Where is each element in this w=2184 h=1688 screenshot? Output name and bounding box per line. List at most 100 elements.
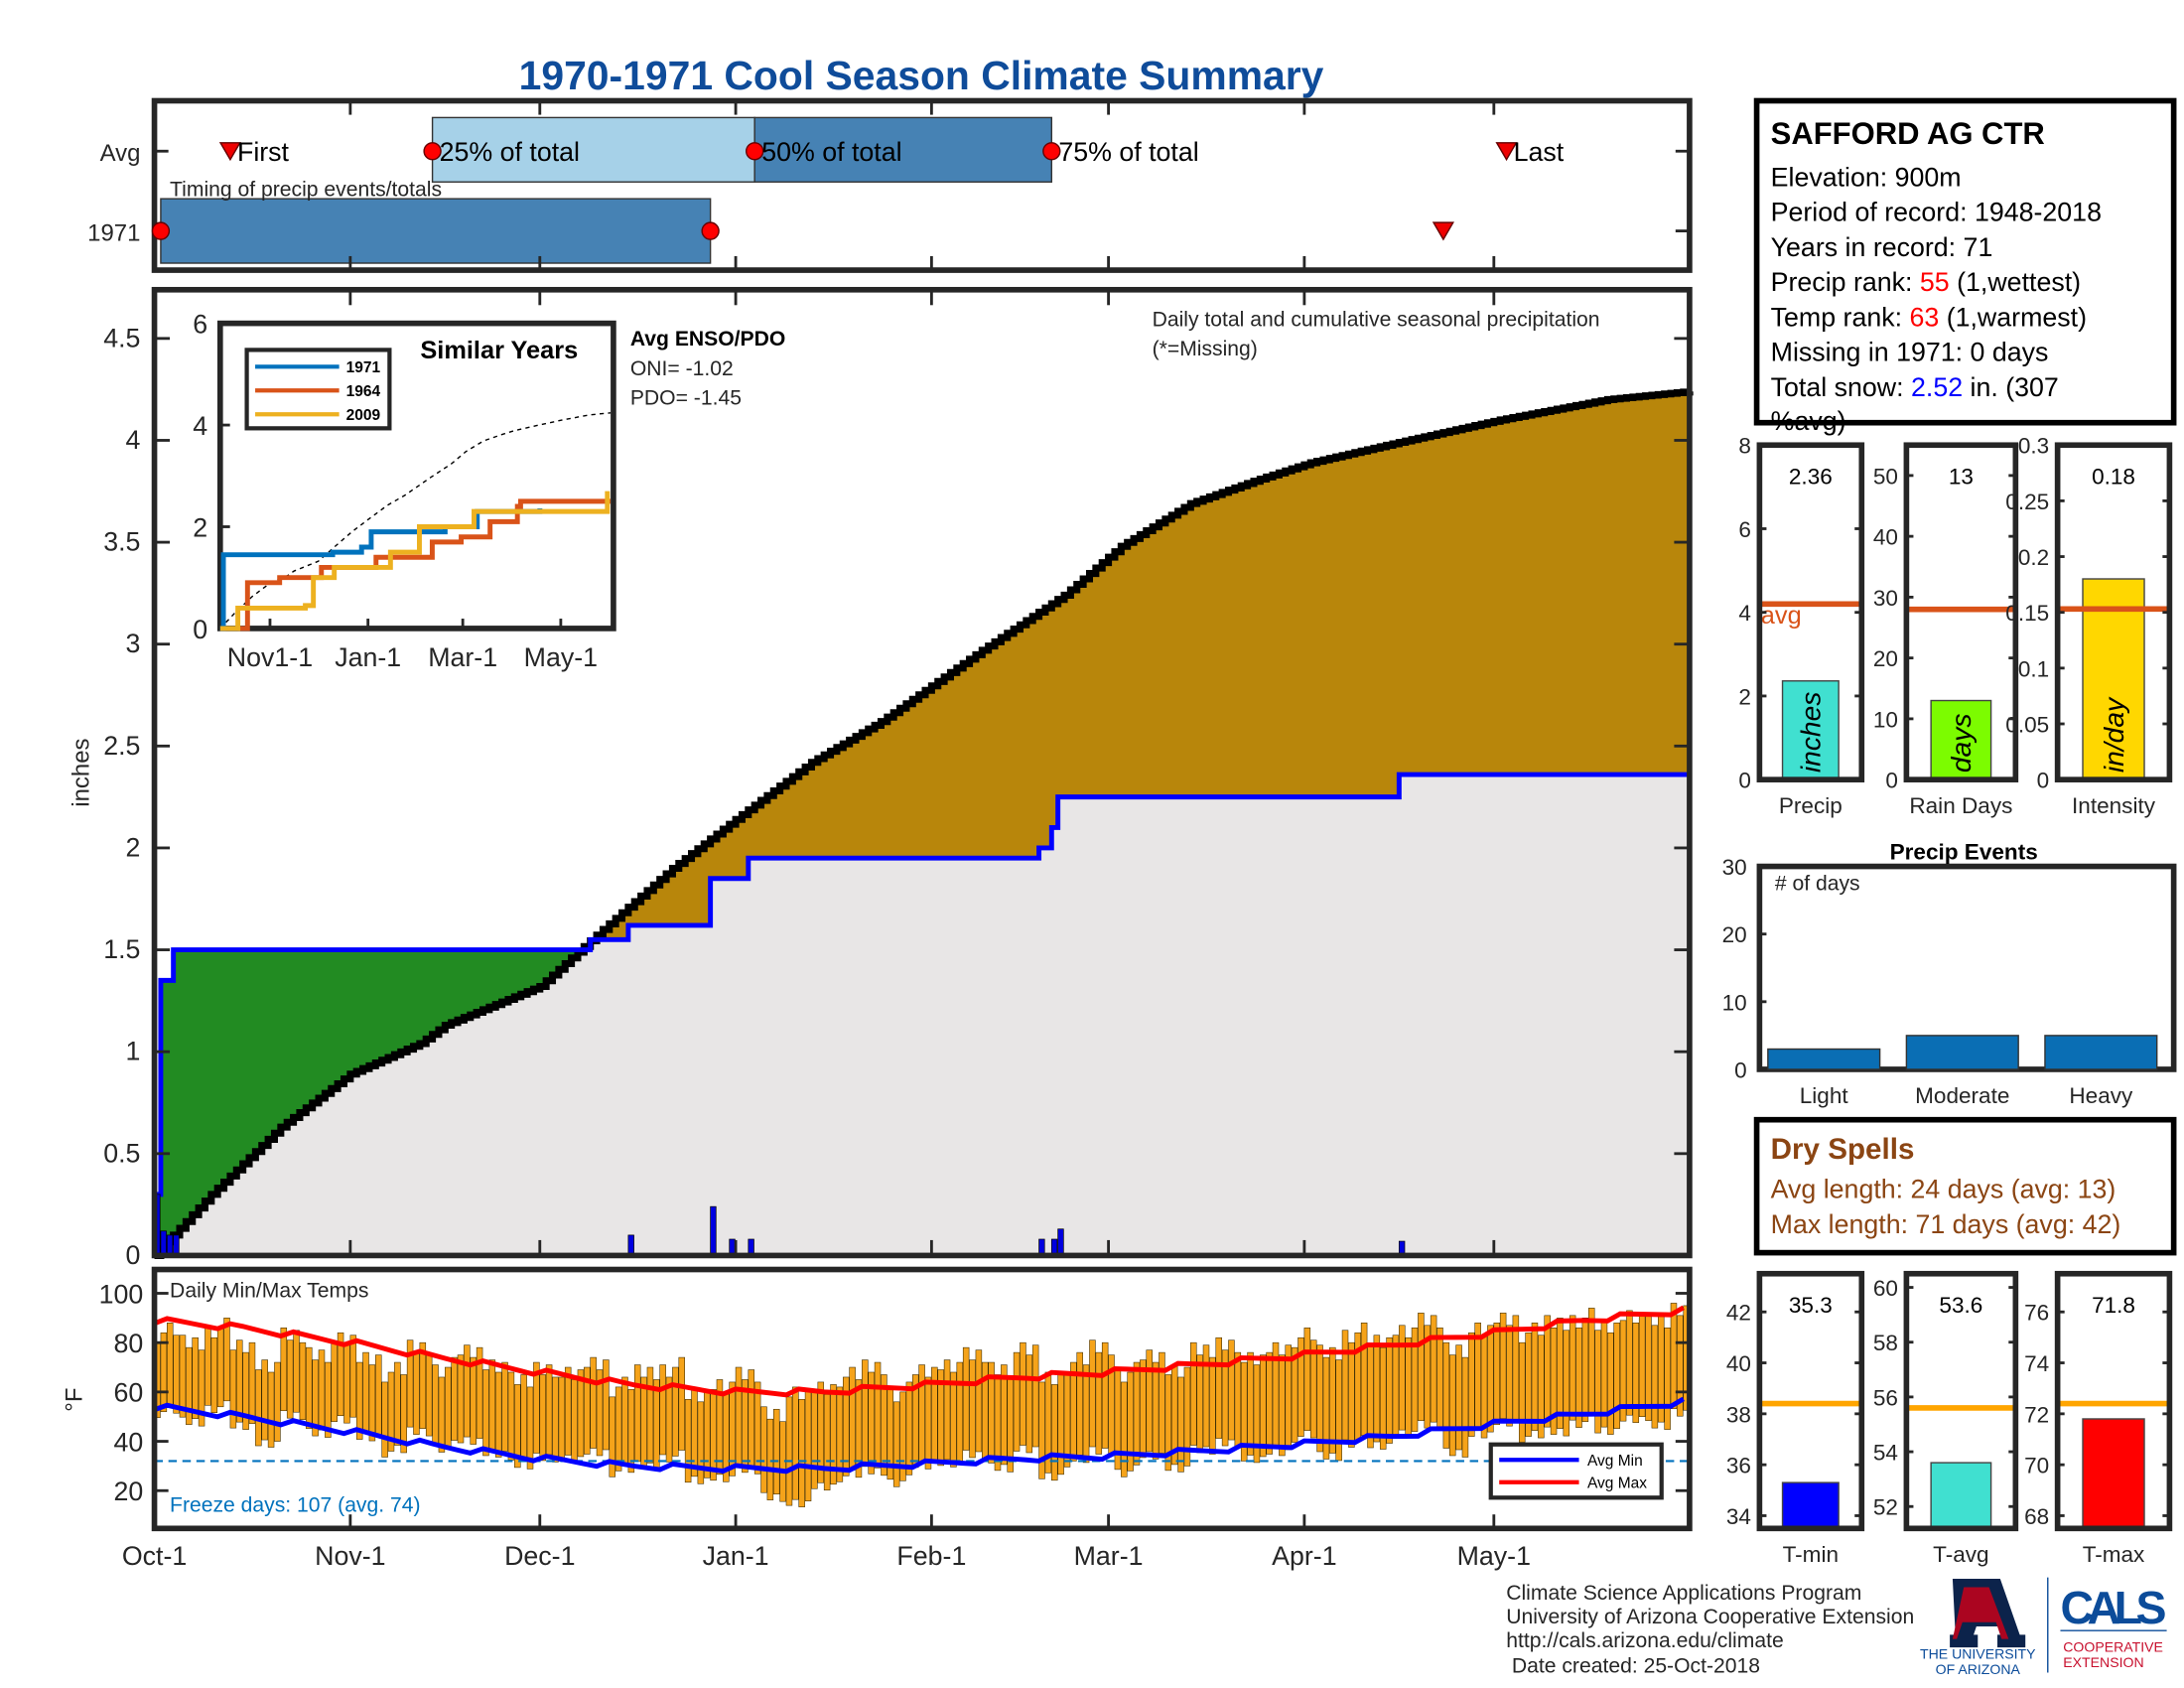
daily-temp-bar: [1303, 1327, 1311, 1431]
daily-temp-bar: [1677, 1315, 1684, 1417]
t-avg-bar: [1930, 1462, 1992, 1530]
temp-plot-frame: [151, 1266, 1693, 1532]
daily-temp-bar: [261, 1359, 268, 1441]
temp-x-tick-label: Oct-1: [122, 1541, 187, 1571]
daily-temp-bar: [1455, 1344, 1462, 1451]
daily-temp-bar: [1177, 1376, 1184, 1473]
daily-temp-bar: [684, 1399, 692, 1483]
total-snow-note-2: %avg): [1771, 406, 1846, 436]
daily-temp-bar: [306, 1346, 313, 1429]
inset-series-1971: [219, 508, 543, 632]
inset-x-tick-label: Jan-1: [335, 642, 401, 672]
rain-days-y-tick-label: 0: [1885, 769, 1898, 793]
precip-total-y-tick-label: 6: [1738, 517, 1751, 542]
daily-temp-bar: [186, 1346, 193, 1425]
daily-temp-bar: [375, 1354, 382, 1436]
temp-x-tick-label: Dec-1: [504, 1541, 575, 1571]
daily-temp-bar: [349, 1335, 357, 1418]
daily-temp-bar: [1563, 1330, 1570, 1437]
t-min-value-label: 35.3: [1789, 1293, 1833, 1318]
daily-temp-bar: [501, 1361, 508, 1452]
inset-series-1964: [237, 498, 612, 632]
daily-temp-bar: [1013, 1351, 1021, 1452]
daily-temp-bar: [1442, 1341, 1450, 1449]
missing-days: Missing in 1971: 0 days: [1771, 338, 2049, 367]
daily-temp-bar: [1607, 1332, 1614, 1435]
daily-temp-bar: [1506, 1325, 1513, 1427]
daily-temp-bar: [766, 1418, 774, 1500]
daily-temp-bar: [552, 1376, 559, 1463]
precip-rank: Precip rank: 55 (1,wettest): [1771, 267, 2081, 297]
daily-temp-bar: [445, 1366, 452, 1447]
daily-temp-bar: [280, 1327, 288, 1412]
daily-temp-bar: [1051, 1384, 1058, 1481]
temp-legend-label: Avg Min: [1587, 1453, 1643, 1470]
precip-events-y-tick-label: 30: [1722, 855, 1747, 880]
daily-temp-bar: [1089, 1339, 1096, 1448]
daily-temp-bar: [406, 1339, 414, 1428]
daily-temp-bar: [1121, 1381, 1128, 1477]
intensity-bar: [2082, 578, 2145, 780]
daily-temp-bar: [545, 1364, 553, 1456]
daily-temp-bar: [1190, 1341, 1197, 1446]
temp-x-tick-label: Feb-1: [896, 1541, 966, 1571]
daily-precip-bar: [160, 1230, 167, 1256]
daily-temp-bar: [1159, 1351, 1165, 1454]
precip-y-tick-label: 0: [126, 1240, 141, 1270]
avg-p50-label: 50% of total: [761, 137, 901, 167]
daily-temp-bar: [969, 1359, 976, 1459]
daily-temp-bar: [862, 1359, 869, 1468]
daily-temp-bar: [678, 1356, 686, 1451]
daily-temp-bar: [1070, 1361, 1077, 1462]
daily-temp-bar: [918, 1364, 925, 1463]
daily-temp-bar: [590, 1356, 597, 1449]
temp-rank-value: 63: [1909, 302, 1939, 332]
t-avg-y-tick-label: 56: [1873, 1385, 1898, 1410]
intensity-y-tick-label: 0.2: [2018, 545, 2049, 570]
daily-temp-bar: [425, 1354, 433, 1437]
daily-temp-bar: [1329, 1346, 1336, 1454]
precip-events-ylabel: # of days: [1775, 873, 1860, 896]
total-snow-label: Total snow:: [1771, 372, 1911, 402]
daily-temp-bar: [229, 1349, 237, 1429]
daily-temp-bar: [318, 1349, 326, 1431]
daily-temp-bar: [337, 1332, 344, 1416]
precip-events-title: Precip Events: [1890, 840, 2038, 865]
daily-temp-bar: [1202, 1344, 1210, 1448]
daily-temp-bar: [1373, 1335, 1381, 1443]
daily-temp-bar: [962, 1346, 970, 1451]
daily-temp-bar: [1651, 1325, 1659, 1429]
precip-total-y-tick-label: 2: [1738, 684, 1751, 709]
daily-temp-bar: [1322, 1356, 1330, 1460]
daily-temp-bar: [1430, 1315, 1437, 1423]
daily-temp-bar: [470, 1356, 477, 1445]
daily-temp-bar: [1228, 1339, 1235, 1441]
year-1971-range: [160, 198, 712, 264]
daily-temp-bar: [1215, 1336, 1222, 1439]
daily-temp-bar: [1480, 1335, 1488, 1439]
daily-temp-bar: [950, 1371, 957, 1468]
daily-temp-bar: [855, 1379, 863, 1478]
daily-temp-bar: [325, 1361, 332, 1438]
t-max-frame: [2054, 1270, 2173, 1532]
daily-temp-bar: [1341, 1330, 1349, 1441]
rain-days-y-tick-label: 40: [1873, 525, 1898, 550]
precip-total-avg-label: avg: [1761, 602, 1802, 630]
daily-temp-bar: [1076, 1351, 1083, 1456]
temp-y-tick-label: 80: [113, 1329, 143, 1358]
daily-temp-bar: [994, 1374, 1002, 1472]
intensity-y-tick-label: 0.3: [2018, 434, 2049, 459]
daily-temp-bar: [716, 1379, 724, 1476]
t-min-y-tick-label: 42: [1726, 1301, 1751, 1326]
daily-temp-bar: [1038, 1381, 1045, 1479]
enso-oni: ONI= -1.02: [630, 357, 734, 380]
t-min-y-tick-label: 34: [1726, 1504, 1751, 1529]
avg-first-marker-icon: [218, 142, 242, 162]
daily-temp-bar: [210, 1336, 218, 1414]
daily-temp-bar: [451, 1356, 458, 1441]
daily-temp-bar: [533, 1361, 540, 1454]
missing-note: (*=Missing): [1153, 338, 1258, 360]
precip-total-value-label: 2.36: [1789, 465, 1833, 490]
temp-y-tick-label: 40: [113, 1427, 143, 1457]
enso-pdo: PDO= -1.45: [630, 386, 742, 409]
